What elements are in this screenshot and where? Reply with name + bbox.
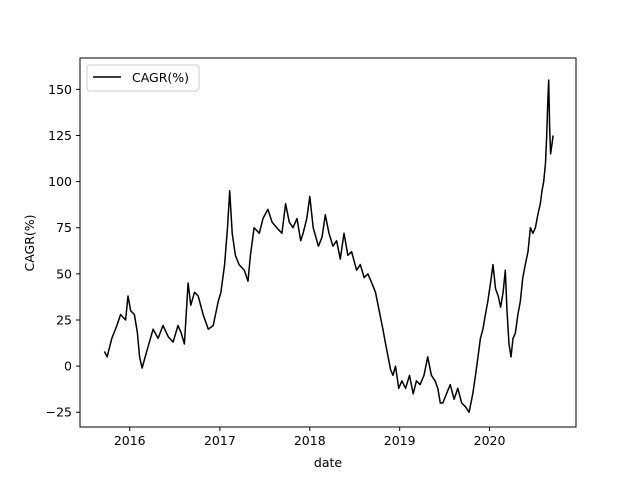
y-axis-label: CAGR(%) [22, 214, 37, 271]
plot-frame [79, 57, 577, 428]
y-tick-label: 50 [56, 266, 72, 281]
x-tick-label: 2020 [474, 433, 506, 448]
plot-area [103, 79, 554, 413]
y-tick-label: 100 [48, 174, 72, 189]
y-tick-label: 25 [56, 312, 72, 327]
y-tick-label: 0 [64, 359, 72, 374]
legend-box [86, 64, 200, 92]
y-tick-label: 75 [56, 220, 72, 235]
x-tick-label: 2017 [204, 433, 236, 448]
y-tick-label: −25 [46, 405, 72, 420]
y-tick-label: 150 [48, 82, 72, 97]
x-axis-ticks: 2016 2017 2018 2019 2020 [114, 427, 506, 448]
y-axis-ticks: −25 0 25 50 75 100 125 150 [46, 82, 80, 420]
legend-entry-cagr: CAGR(%) [132, 70, 189, 85]
x-tick-label: 2019 [384, 433, 416, 448]
x-tick-label: 2018 [294, 433, 326, 448]
legend: CAGR(%) [86, 64, 200, 92]
series-line-cagr [103, 79, 554, 413]
y-tick-label: 125 [48, 128, 72, 143]
x-axis-label: date [314, 455, 342, 470]
x-tick-label: 2016 [114, 433, 146, 448]
